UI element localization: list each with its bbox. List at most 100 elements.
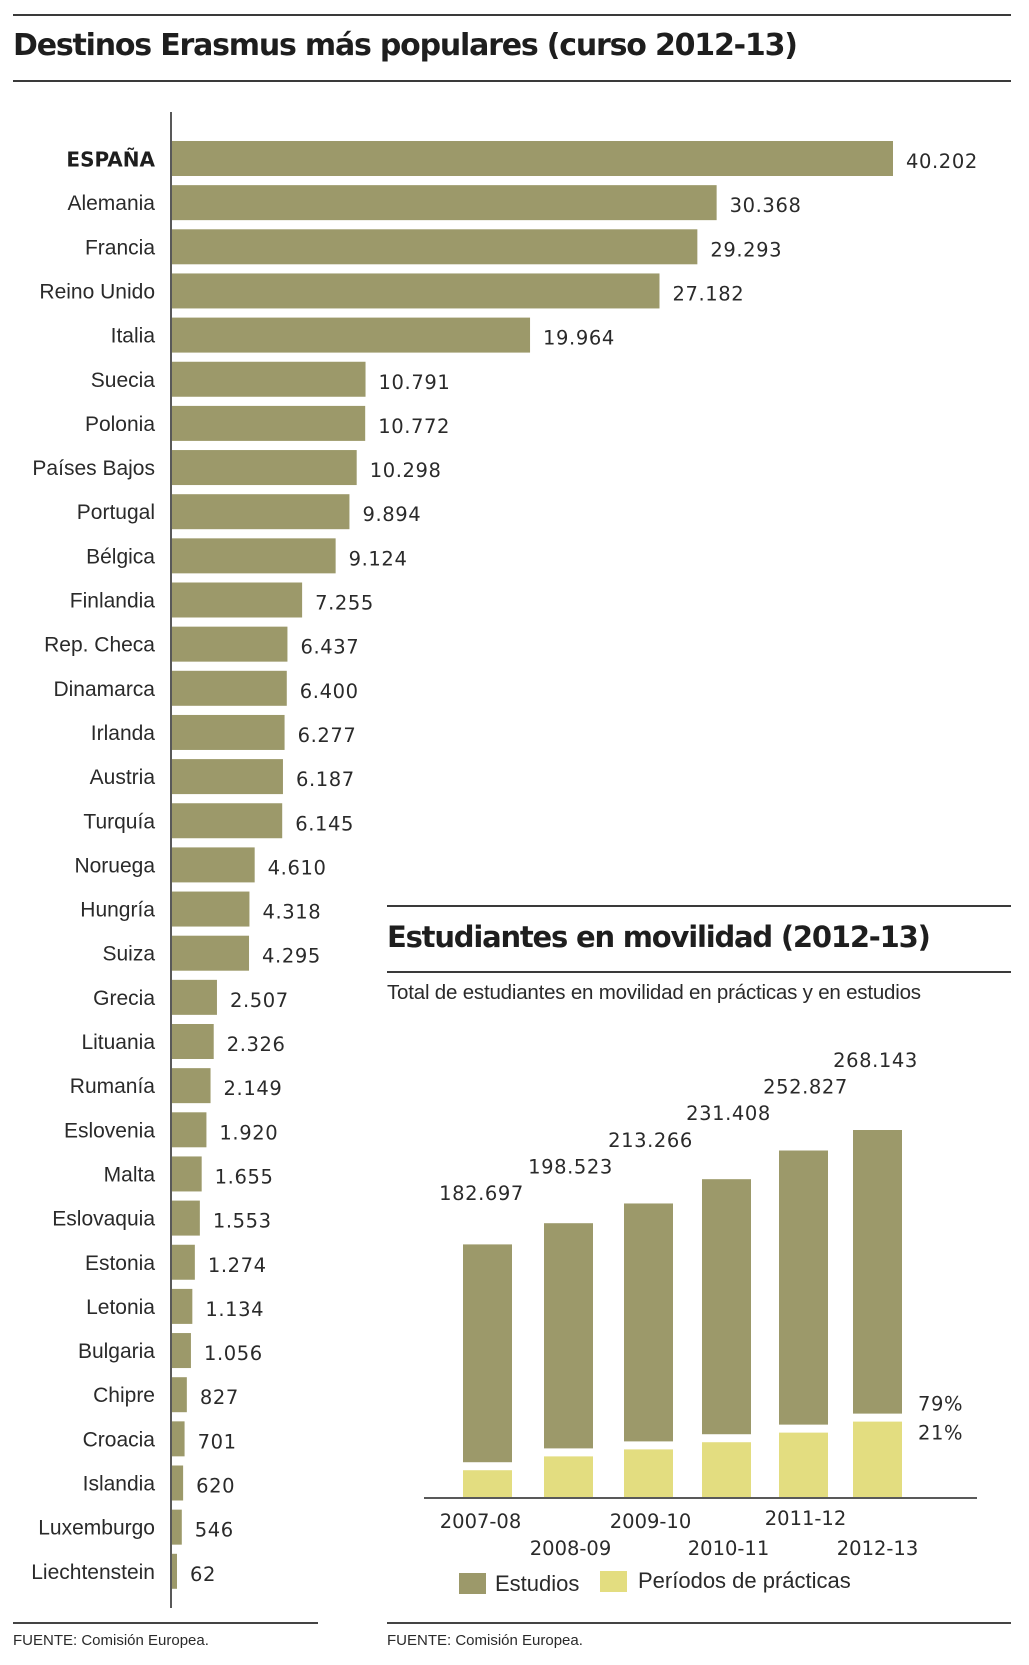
category-label: Hungría [80, 899, 155, 922]
bar-eslovaquia [172, 1200, 200, 1236]
value-label: 6.187 [296, 768, 355, 791]
category-label: Rumanía [70, 1075, 156, 1098]
value-label: 6.400 [300, 680, 359, 703]
bar-dinamarca [172, 670, 287, 706]
bar-estudios-2011-12 [779, 1150, 828, 1425]
x-tick-label: 2012-13 [837, 1537, 918, 1560]
value-label: 30.368 [730, 194, 802, 217]
right-title-top-rule [387, 905, 1011, 907]
bar-luxemburgo [172, 1509, 182, 1545]
category-label: Suiza [102, 943, 155, 966]
bar-suecia [172, 361, 366, 397]
bar-estudios-2007-08 [463, 1244, 512, 1463]
value-label: 2.507 [230, 989, 289, 1012]
value-label: 546 [195, 1519, 234, 1542]
x-tick-label: 2008-09 [530, 1537, 611, 1560]
bar-estudios-2009-10 [624, 1203, 673, 1442]
bar-irlanda [172, 714, 285, 750]
category-label: Grecia [93, 987, 155, 1010]
category-label: Estonia [85, 1252, 155, 1275]
right-source-rule [387, 1622, 1011, 1624]
bar-austria [172, 759, 283, 795]
value-label: 9.894 [362, 503, 421, 526]
bar-alemania [172, 185, 717, 221]
bar-bulgaria [172, 1333, 191, 1369]
bar-estudios-2010-11 [702, 1179, 751, 1435]
legend-swatch-practicas [600, 1571, 627, 1592]
value-label: 2.326 [227, 1033, 286, 1056]
legend-label-estudios: Estudios [495, 1571, 579, 1596]
bar-liechtenstein [172, 1553, 177, 1589]
bar-islandia [172, 1465, 184, 1501]
category-label: Polonia [85, 413, 155, 436]
value-label: 40.202 [906, 150, 978, 173]
category-label: Bélgica [86, 545, 155, 568]
total-label: 182.697 [439, 1182, 524, 1205]
x-tick-label: 2011-12 [765, 1507, 846, 1530]
category-label: Italia [111, 325, 156, 348]
category-label: Chipre [93, 1384, 155, 1407]
bar-chipre [172, 1377, 187, 1413]
category-label: Alemania [67, 192, 155, 215]
category-label: Rep. Checa [44, 634, 155, 657]
bar-portugal [172, 494, 350, 530]
category-label: Eslovenia [64, 1119, 155, 1142]
value-label: 4.318 [262, 901, 321, 924]
category-label: Suecia [91, 369, 156, 392]
category-label: Luxemburgo [38, 1517, 155, 1540]
right-source: FUENTE: Comisión Europea. [387, 1632, 583, 1649]
mobility-title: Estudiantes en movilidad (2012-13) [387, 920, 931, 954]
category-label: Dinamarca [53, 678, 155, 701]
category-label: Islandia [83, 1473, 156, 1496]
bar-estudios-2008-09 [544, 1223, 593, 1449]
total-label: 198.523 [528, 1155, 613, 1178]
value-label: 1.553 [213, 1210, 272, 1233]
value-label: 827 [200, 1386, 239, 1409]
category-label: ESPAÑA [66, 148, 155, 172]
value-label: 10.791 [379, 371, 451, 394]
bar-practicas-2009-10 [624, 1449, 673, 1497]
category-label: Irlanda [91, 722, 156, 745]
total-label: 252.827 [763, 1076, 848, 1099]
value-label: 4.610 [268, 856, 327, 879]
total-label: 231.408 [686, 1102, 771, 1125]
category-label: Países Bajos [32, 457, 155, 480]
value-label: 29.293 [710, 238, 782, 261]
value-label: 6.437 [300, 636, 359, 659]
bar-practicas-2010-11 [702, 1442, 751, 1497]
total-label: 213.266 [608, 1129, 693, 1152]
category-label: Croacia [83, 1428, 156, 1451]
left-source-rule [13, 1622, 318, 1624]
category-label: Portugal [77, 501, 155, 524]
bar-noruega [172, 847, 255, 883]
category-label: Bulgaria [78, 1340, 155, 1363]
bar-turquía [172, 803, 283, 839]
main-title: Destinos Erasmus más populares (curso 20… [13, 28, 798, 63]
bar-reino-unido [172, 273, 660, 309]
bar-practicas-2008-09 [544, 1456, 593, 1497]
left-title-top-rule [13, 14, 1011, 16]
right-title-bottom-rule [387, 971, 1011, 973]
bar-países-bajos [172, 450, 357, 486]
value-label: 620 [196, 1475, 235, 1498]
share-practicas-label: 21% [918, 1422, 963, 1445]
bar-suiza [172, 935, 250, 971]
category-label: Finlandia [70, 590, 156, 613]
bar-hungría [172, 891, 250, 927]
bar-francia [172, 229, 698, 265]
bar-polonia [172, 405, 366, 441]
category-label: Noruega [74, 854, 155, 877]
value-label: 10.772 [378, 415, 450, 438]
bar-lituania [172, 1024, 214, 1059]
value-label: 1.655 [215, 1165, 274, 1188]
bar-rumanía [172, 1068, 211, 1104]
category-label: Turquía [83, 810, 155, 833]
left-title-bottom-rule [13, 80, 1011, 82]
value-label: 6.277 [298, 724, 357, 747]
bar-finlandia [172, 582, 303, 618]
category-label: Lituania [81, 1031, 155, 1054]
legend-label-practicas: Períodos de prácticas [638, 1568, 851, 1593]
value-label: 1.056 [204, 1342, 263, 1365]
bar-estudios-2012-13 [853, 1130, 902, 1414]
